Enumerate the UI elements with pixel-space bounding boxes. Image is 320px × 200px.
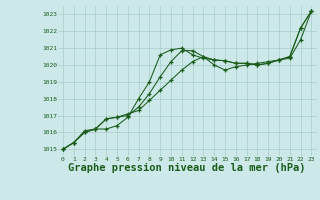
X-axis label: Graphe pression niveau de la mer (hPa): Graphe pression niveau de la mer (hPa) bbox=[68, 163, 306, 173]
